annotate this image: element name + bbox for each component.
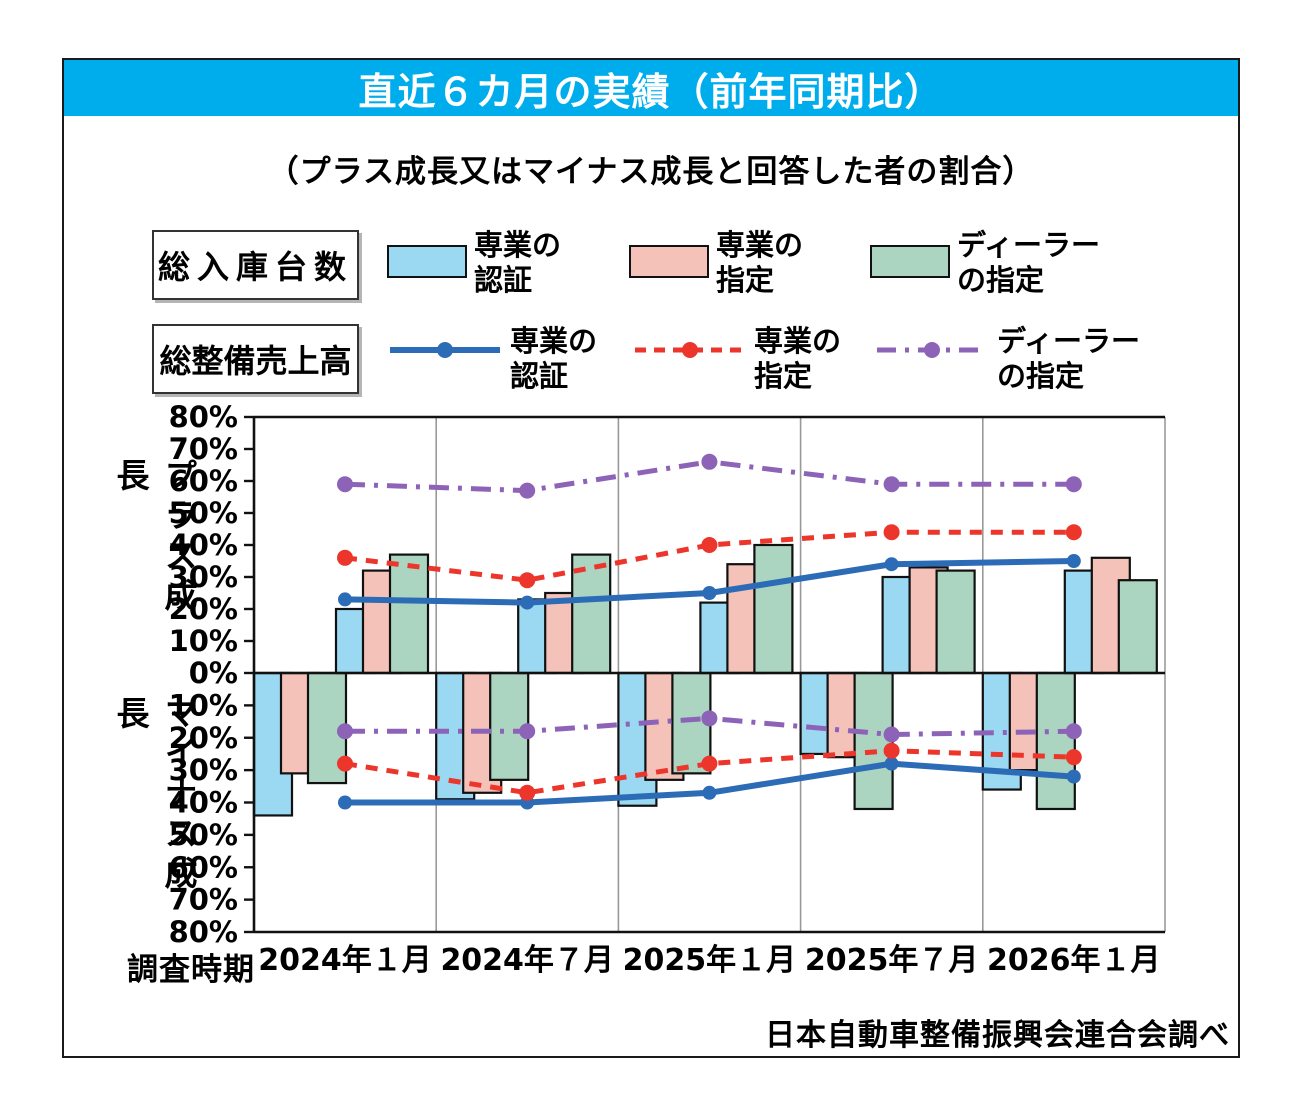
y-tick-label: 10%	[169, 624, 238, 658]
legend-label-line: 専業の	[474, 228, 562, 262]
legend-label-line-senmon-ninsho: 専業の 認証	[510, 324, 597, 394]
data-point	[519, 482, 536, 499]
data-point	[701, 755, 718, 772]
y-tick-label: 40%	[169, 528, 238, 562]
y-tick-label: 10%	[169, 688, 238, 722]
legend-label-line: 専業の	[716, 228, 804, 262]
bar-positive	[388, 553, 430, 675]
legend-label-bar-senmon-shitei: 専業の 指定	[716, 228, 803, 298]
bar-positive	[571, 553, 612, 675]
y-axis-title-plus: プラス成長	[111, 458, 198, 618]
bar-swatch-dealer-shitei	[870, 245, 950, 278]
y-tick-label: 50%	[169, 496, 238, 530]
legend-label-line: 認証	[474, 263, 533, 297]
legend-label-line: ディーラー	[997, 324, 1140, 358]
data-point	[883, 524, 900, 541]
legend-label-line: 認証	[510, 359, 569, 393]
data-point	[1065, 524, 1082, 541]
data-point	[702, 785, 717, 800]
data-point	[883, 726, 900, 743]
legend-label-line: 指定	[716, 263, 775, 297]
legend-label-line: 専業の	[510, 324, 598, 358]
data-point	[519, 572, 536, 589]
data-point	[337, 476, 353, 493]
legend-label-line: の指定	[997, 359, 1085, 393]
line-swatch-senmon-shitei	[635, 342, 745, 358]
bar-positive	[753, 543, 794, 675]
data-point	[701, 453, 718, 470]
bar-positive	[935, 569, 976, 675]
y-tick-label: 80%	[169, 915, 238, 949]
y-tick-label: 40%	[169, 786, 238, 820]
y-tick-label: 30%	[169, 753, 238, 787]
legend-label-bar-dealer-shitei: ディーラー の指定	[957, 228, 1100, 298]
legend-label-line: 専業の	[754, 324, 842, 358]
x-axis-title: 調査時期	[127, 952, 255, 988]
x-category-label: 2024年７月	[440, 943, 614, 978]
data-point	[337, 755, 353, 772]
legend-label-line-senmon-shitei: 専業の 指定	[754, 324, 841, 394]
chart: 0%10%20%30%40%50%60%70%80%10%20%30%40%50…	[169, 400, 1166, 978]
data-point	[520, 595, 535, 610]
data-point	[519, 723, 536, 740]
line-swatch-dealer-shitei	[877, 342, 987, 358]
bar-negative	[853, 671, 894, 811]
source-note: 日本自動車整備振興会連合会調べ	[765, 1018, 1230, 1053]
y-tick-label: 20%	[169, 592, 238, 626]
legend-group-bars: 総入庫台数	[152, 230, 359, 300]
y-tick-label: 70%	[169, 432, 238, 466]
bar-negative	[1035, 671, 1076, 811]
data-point	[883, 476, 900, 493]
title-bar: 直近６カ月の実績（前年同期比）	[64, 60, 1238, 116]
y-tick-label: 70%	[169, 883, 238, 917]
y-tick-label: 50%	[169, 818, 238, 852]
line-swatch-senmon-ninsho	[390, 342, 500, 358]
data-point	[337, 549, 353, 566]
data-point	[884, 756, 899, 771]
data-point	[337, 723, 353, 740]
legend-label-line: ディーラー	[957, 228, 1100, 262]
line-series-positive	[344, 529, 1074, 583]
bar-swatch-senmon-ninsho	[387, 245, 467, 278]
legend-label-line: の指定	[957, 263, 1045, 297]
data-point	[702, 586, 717, 600]
legend-label-line-dealer-shitei: ディーラー の指定	[997, 324, 1140, 394]
y-tick-label: 30%	[169, 560, 238, 594]
y-tick-label: 60%	[169, 464, 238, 498]
data-point	[701, 537, 718, 553]
y-tick-label: 0%	[189, 656, 238, 690]
x-category-label: 2025年７月	[805, 943, 979, 978]
x-category-label: 2025年１月	[623, 943, 797, 978]
data-point	[884, 557, 899, 572]
data-point	[1065, 749, 1082, 766]
y-axis-title-minus: マイナス成長	[111, 696, 198, 896]
x-category-label: 2026年１月	[987, 943, 1161, 978]
y-tick-label: 80%	[169, 400, 238, 434]
data-point	[701, 710, 718, 727]
report-panel: 直近６カ月の実績（前年同期比） （プラス成長又はマイナス成長と回答した者の割合）…	[62, 58, 1240, 1058]
legend-label-line: 指定	[754, 359, 813, 393]
data-point	[338, 795, 352, 810]
y-tick-label: 20%	[169, 721, 238, 755]
legend-group-lines: 総整備売上高	[152, 324, 359, 394]
data-point	[1066, 554, 1081, 568]
bar-positive	[1117, 579, 1158, 675]
y-tick-label: 60%	[169, 850, 238, 884]
line-series-negative	[344, 748, 1074, 796]
chart-subtitle: （プラス成長又はマイナス成長と回答した者の割合）	[267, 154, 1035, 190]
data-point	[338, 592, 352, 607]
legend-label-bar-senmon-ninsho: 専業の 認証	[474, 228, 561, 298]
bar-swatch-senmon-shitei	[629, 245, 709, 278]
x-category-label: 2024年１月	[258, 943, 432, 978]
data-point	[1066, 769, 1081, 784]
data-point	[1065, 476, 1082, 493]
data-point	[1065, 723, 1082, 740]
page-title: 直近６カ月の実績（前年同期比）	[358, 69, 944, 114]
data-point	[883, 742, 900, 759]
data-point	[519, 784, 536, 801]
